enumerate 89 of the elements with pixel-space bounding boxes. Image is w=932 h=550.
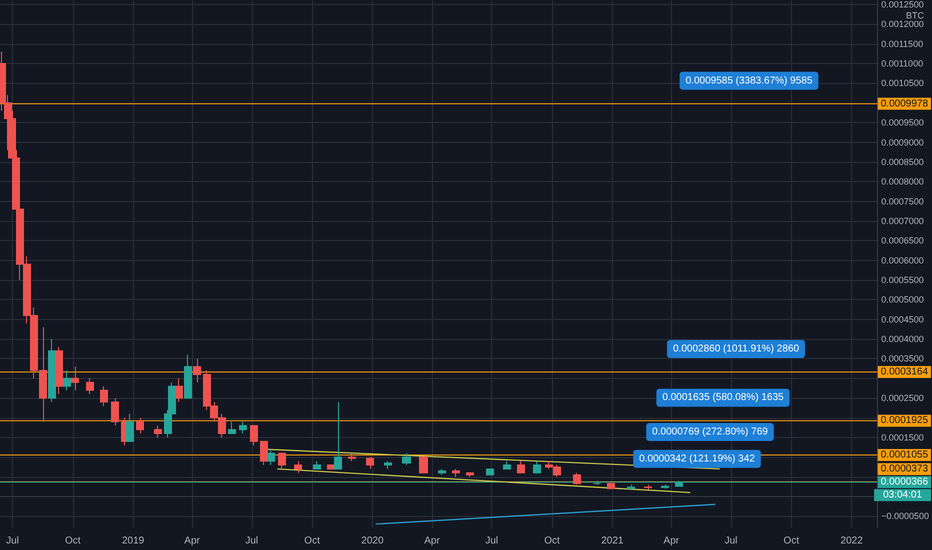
candlestick [402,452,411,466]
candlestick [533,460,541,474]
candlestick [486,468,494,476]
candlestick [86,378,94,395]
ref-line-label: 0.0003164 [880,366,928,378]
annotation: 0.0001635 (580.08%) 1635 [662,392,784,404]
y-tick-label: 0.0005000 [881,294,924,305]
candlestick [294,460,302,474]
candlestick [517,460,525,474]
ref-line-label: 0.0001925 [880,415,928,426]
candlestick [661,484,669,490]
y-tick-label: 0.0003500 [881,354,924,364]
y-tick-label: 0.0011000 [881,58,924,69]
candlestick [503,460,511,470]
y-tick-label: 0.0008000 [881,176,924,187]
y-tick-label: 0.0009500 [881,118,924,128]
y-tick-label: 0.0007000 [881,216,924,226]
y-tick-label: 0.0005500 [881,275,924,286]
y-axis-title: BTC [906,10,924,20]
y-tick-label: 0.0001500 [881,432,924,442]
y-tick-label: 0.0007500 [881,196,924,206]
x-tick-label: Apr [184,536,201,546]
annotation: 0.0000769 (272.80%) 769 [652,426,768,438]
candlestick [573,472,581,486]
x-tick-label: 2021 [601,536,624,546]
candlestick [334,402,342,470]
y-tick-label: 0.0002500 [881,393,924,404]
candlestick [154,425,162,438]
ref-line-label: 0.0009978 [880,98,928,110]
candlestick [466,472,474,478]
x-tick-label: Jul [724,536,738,546]
x-tick-label: Oct [64,536,81,546]
x-tick-label: Jul [245,536,258,546]
candlestick [278,452,286,470]
candlestick [327,464,335,470]
candlestick [111,398,119,426]
candlestick [175,378,183,403]
x-tick-label: Jul [6,536,19,546]
candlestick [228,421,236,434]
y-tick-label: 0.0009000 [881,137,924,148]
x-tick-label: 2019 [122,536,145,546]
text: 03:04:01 [883,490,922,501]
annotation: 0.0009585 (3383.67%) 9585 [686,75,813,86]
y-tick-label: 0.0004000 [881,334,924,344]
candlestick [100,386,108,406]
candlestick [384,460,392,470]
candlestick [438,468,446,476]
x-tick-label: 2022 [840,536,864,546]
y-tick-label: −0.0000500 [881,511,930,522]
x-tick-label: Oct [304,536,320,546]
candlestick [71,366,79,391]
candlestick [126,413,134,442]
x-tick-label: Oct [544,536,560,546]
candlestick [136,417,144,434]
x-tick-label: Jul [485,536,498,546]
y-tick-label: 0.0012000 [881,19,924,30]
y-tick-label: 0.0004500 [881,314,924,324]
candlestick [184,354,192,399]
x-tick-label: Oct [784,536,800,546]
x-tick-label: Apr [424,536,440,546]
candlestick [260,440,268,466]
annotation: 0.0000342 (121.19%) 342 [639,453,756,464]
candlestick [193,358,201,383]
candlestick [419,456,428,474]
y-tick-label: 0.0006500 [881,236,924,246]
candlestick [313,460,321,470]
y-tick-label: 0.0006000 [881,255,924,266]
candlestick [239,421,247,434]
ref-line-label: 0.0000366 [880,476,928,488]
candlestick [366,456,374,470]
candlestick [627,484,635,490]
y-tick-label: 0.0012500 [881,0,924,10]
annotation: 0.0002860 (1011.91%) 2860 [672,343,800,354]
candlestick [250,425,258,446]
candlestick [48,338,56,403]
y-tick-label: 0.0011500 [881,38,924,49]
candlestick [348,452,356,462]
y-tick-label: 0.0008500 [881,156,924,167]
y-tick-label: 0.0010500 [881,78,924,88]
candlestick [267,448,275,466]
candlestick [63,370,71,391]
ref-line-label: 0.0000373 [880,464,928,475]
candlestick [607,482,615,490]
x-tick-label: 2020 [361,536,384,546]
ref-line-label: 0.0001055 [880,449,928,460]
candlestick [452,468,460,478]
candlestick [644,484,652,490]
x-tick-label: Apr [664,536,680,546]
candlestick [55,346,63,395]
